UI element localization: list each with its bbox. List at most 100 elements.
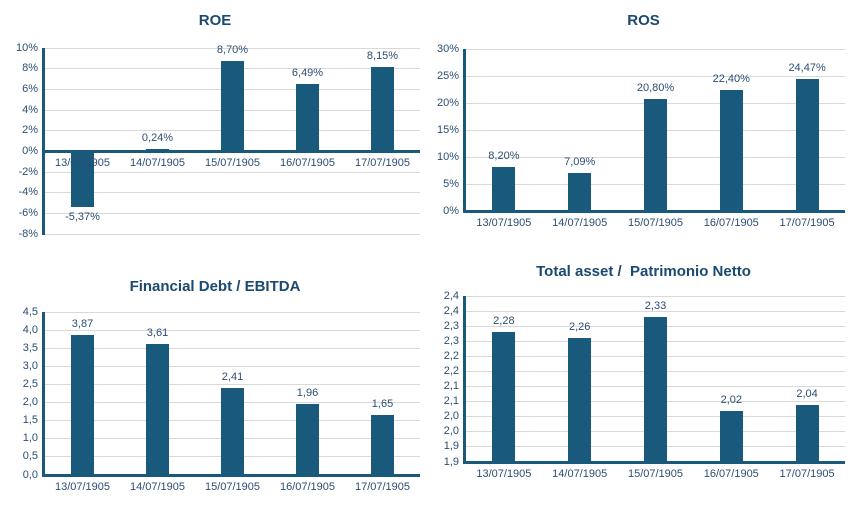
y-tick-label: 10%: [15, 41, 38, 54]
x-tick-label: 13/07/1905: [54, 481, 111, 493]
bar: [221, 387, 244, 475]
bar-value-label: 2,28: [493, 315, 515, 328]
bar: [492, 166, 516, 211]
x-axis-line: [42, 473, 420, 477]
y-tick-label: 0%: [443, 204, 459, 217]
bar: [371, 415, 394, 475]
y-tick-label: 20%: [436, 96, 459, 109]
x-tick-label: 16/07/1905: [703, 217, 759, 229]
x-tick-label: 14/07/1905: [129, 481, 186, 493]
x-axis-line: [463, 460, 845, 464]
bar: [371, 67, 394, 152]
y-tick-label: 4%: [22, 103, 38, 116]
bar: [296, 84, 319, 152]
bar-value-label: 20,80%: [636, 81, 675, 94]
y-tick-label: 0,0: [22, 468, 38, 481]
bar-value-label: 2,04: [796, 387, 818, 400]
y-tick-label: 2,1: [443, 380, 459, 393]
gridline: [466, 310, 845, 312]
y-tick-label: 2,3: [443, 334, 459, 347]
gridline: [45, 329, 420, 331]
gridline: [45, 233, 420, 235]
chart-title-total-asset-patrimonio-netto: Total asset / Patrimonio Netto: [536, 263, 751, 280]
y-axis-line: [42, 48, 45, 235]
y-tick-label: 2,3: [443, 319, 459, 332]
y-tick-label: 1,9: [443, 440, 459, 453]
y-tick-label: 4,5: [22, 305, 38, 318]
bar: [71, 151, 94, 207]
y-tick-label: 5%: [443, 177, 459, 190]
x-tick-label: 16/07/1905: [703, 468, 759, 480]
y-tick-label: 2,0: [443, 425, 459, 438]
bar-value-label: 22,40%: [712, 73, 750, 86]
x-tick-label: 17/07/1905: [779, 217, 835, 229]
y-tick-label: 15%: [436, 123, 459, 136]
bar-value-label: 2,41: [221, 370, 244, 383]
y-tick-label: 30%: [436, 42, 459, 55]
y-axis-line: [42, 312, 45, 476]
y-tick-label: 2,1: [443, 395, 459, 408]
y-axis-line: [463, 296, 466, 463]
bar-value-label: 2,33: [644, 300, 667, 313]
gridline: [45, 192, 420, 194]
bar: [719, 90, 743, 211]
y-tick-label: 1,9: [443, 455, 459, 468]
x-tick-label: 15/07/1905: [627, 217, 684, 229]
chart-title-ros: ROS: [627, 12, 660, 29]
y-tick-label: 10%: [436, 150, 459, 163]
gridline: [45, 171, 420, 173]
gridline: [45, 347, 420, 349]
bar-value-label: 2,26: [568, 321, 591, 334]
x-axis-line: [463, 209, 845, 213]
y-tick-label: 2%: [22, 124, 38, 137]
y-tick-label: -2%: [18, 165, 38, 178]
x-tick-label: 17/07/1905: [779, 468, 835, 480]
chart-ros: ROS 30% 25% 20% 15% 10% 5% 0% 8,20% 13/07/1905 7,…: [430, 0, 857, 260]
y-tick-label: -8%: [18, 227, 38, 240]
y-tick-label: 25%: [436, 69, 459, 82]
chart-title-financial-debt-ebitda: Financial Debt / EBITDA: [129, 278, 301, 295]
bar-value-label: 24,47%: [788, 61, 826, 74]
y-tick-label: 1,0: [22, 432, 38, 445]
x-tick-label: 14/07/1905: [552, 217, 608, 229]
y-tick-label: 0%: [22, 144, 38, 157]
y-tick-label: -6%: [18, 206, 38, 219]
y-axis-line: [463, 49, 466, 212]
bar: [644, 98, 667, 211]
bar-value-label: 8,15%: [366, 50, 399, 63]
bar: [221, 61, 244, 152]
y-tick-label: 3,5: [22, 341, 38, 354]
y-tick-label: 6%: [22, 82, 38, 95]
bar-value-label: 0,24%: [141, 131, 174, 144]
x-tick-label: 13/07/1905: [476, 468, 532, 480]
bar: [795, 404, 819, 462]
x-tick-label: 16/07/1905: [279, 481, 336, 493]
bar-value-label: 7,09%: [564, 155, 596, 168]
chart-financial-debt-ebitda: Financial Debt / EBITDA 4,5 4,0 3,5 3,0 2,5 2…: [0, 260, 430, 520]
bar-value-label: 1,65: [371, 398, 394, 411]
gridline: [466, 295, 845, 297]
bar-value-label: 2,02: [720, 393, 742, 406]
chart-total-asset-patrimonio-netto: Total asset / Patrimonio Netto 2,4 2,4 2,3…: [430, 260, 857, 520]
bar-value-label: 8,70%: [216, 44, 249, 57]
bar: [644, 317, 667, 462]
y-tick-label: 2,2: [443, 349, 459, 362]
chart-title-roe: ROE: [198, 12, 232, 29]
y-tick-label: 2,0: [22, 396, 38, 409]
bar-value-label: 6,49%: [291, 67, 324, 80]
bar: [568, 172, 592, 211]
y-tick-label: 1,5: [22, 414, 38, 427]
y-tick-label: 3,0: [22, 359, 38, 372]
y-tick-label: 4,0: [22, 323, 38, 336]
x-tick-label: 14/07/1905: [129, 157, 186, 170]
x-tick-label: 15/07/1905: [204, 157, 261, 170]
chart-roe: ROE 10% 8% 6% 4% 2% 0% -2% -4% -6% -8% -5,37% 13/07…: [0, 0, 430, 260]
x-tick-label: 13/07/1905: [476, 217, 532, 229]
bar: [146, 344, 169, 475]
y-tick-label: 2,5: [22, 377, 38, 390]
gridline: [45, 311, 420, 313]
gridline: [45, 212, 420, 214]
gridline: [45, 47, 420, 49]
bar-value-label: -5,37%: [65, 210, 100, 223]
y-tick-label: 8%: [22, 62, 38, 75]
